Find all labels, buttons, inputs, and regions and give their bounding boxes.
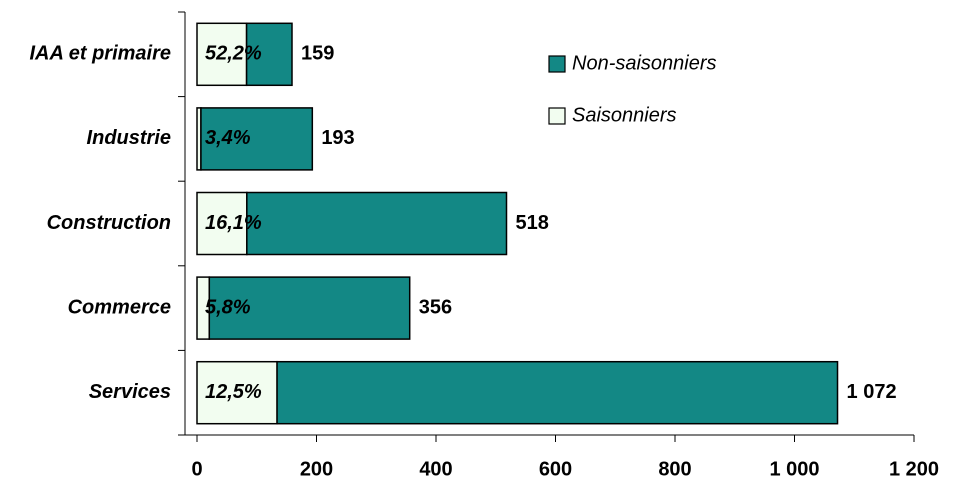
category-label: Commerce (68, 296, 171, 318)
category-label: Construction (47, 212, 171, 234)
share-label: 16,1% (205, 212, 262, 234)
bar-segment (200, 107, 314, 171)
total-label: 356 (419, 296, 452, 318)
x-tick-label: 0 (191, 458, 202, 480)
bar-segment (276, 360, 839, 425)
bar-segment (208, 276, 411, 340)
share-label: 5,8% (205, 296, 251, 318)
bar-segment (245, 22, 293, 87)
legend-label: Non-saisonniers (572, 52, 717, 74)
legend-swatch (548, 55, 566, 73)
x-tick-label: 400 (419, 458, 452, 480)
share-label: 52,2% (205, 43, 262, 65)
bar-segment (196, 22, 248, 87)
share-label: 12,5% (205, 381, 262, 403)
category-label: IAA et primaire (29, 43, 171, 65)
category-label: Industrie (87, 127, 171, 149)
category-label: Services (89, 381, 171, 403)
bar-segment (246, 191, 508, 256)
total-label: 1 072 (847, 381, 897, 403)
share-label: 3,4% (205, 127, 251, 149)
legend-swatch (548, 107, 566, 125)
total-label: 193 (321, 127, 354, 149)
x-tick-label: 1 200 (889, 458, 939, 480)
legend-label: Saisonniers (572, 104, 677, 126)
bar-segment (196, 191, 248, 256)
total-label: 159 (301, 43, 334, 65)
total-label: 518 (516, 212, 549, 234)
x-tick-label: 800 (658, 458, 691, 480)
x-tick-label: 600 (539, 458, 572, 480)
x-tick-label: 200 (300, 458, 333, 480)
x-tick-label: 1 000 (769, 458, 819, 480)
